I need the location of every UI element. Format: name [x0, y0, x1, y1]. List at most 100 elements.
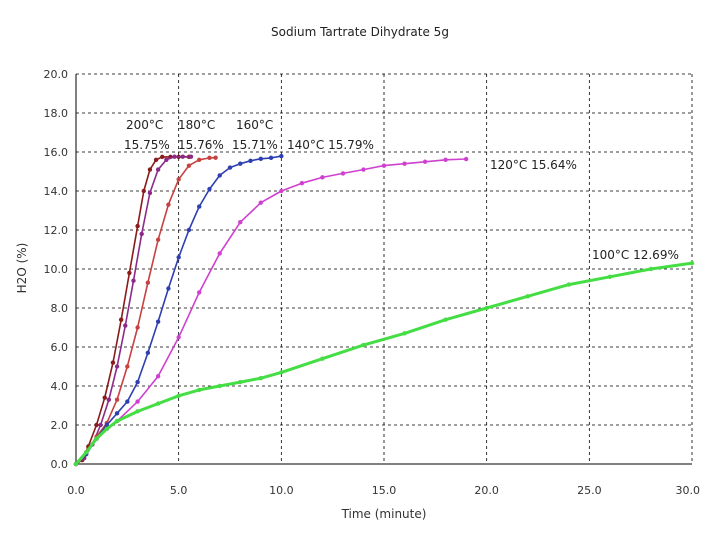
x-tick-label: 25.0: [577, 484, 602, 497]
y-tick-label: 14.0: [44, 185, 69, 198]
data-point-140c: [268, 155, 274, 161]
data-point-100c: [197, 387, 202, 393]
annotation-140c: 140°C 15.79%: [287, 138, 374, 152]
data-point-160c: [125, 364, 130, 369]
data-point-100c: [689, 260, 695, 266]
data-point-100c: [73, 461, 79, 467]
data-point-120c: [340, 171, 346, 176]
chart-title: Sodium Tartrate Dihydrate 5g: [271, 25, 449, 39]
data-point-100c: [648, 266, 654, 272]
data-point-100c: [566, 282, 571, 287]
x-tick-label: 10.0: [269, 484, 294, 497]
annotation-160c-temp: 160°C: [236, 118, 273, 132]
data-point-120c: [238, 220, 243, 225]
data-point-200c: [127, 270, 132, 276]
series-160c: [73, 155, 218, 467]
data-point-100c: [443, 317, 448, 322]
data-point-180c: [131, 278, 136, 283]
data-point-100c: [258, 376, 263, 381]
data-point-180c: [172, 154, 177, 159]
annotations: 200°C 15.75% 180°C 15.76% 160°C 15.71% 1…: [124, 118, 679, 262]
data-point-200c: [94, 422, 99, 428]
series-140c: [73, 153, 284, 467]
data-point-140c: [155, 319, 161, 324]
data-point-120c: [279, 188, 284, 194]
data-point-140c: [176, 255, 181, 260]
data-point-100c: [104, 426, 110, 432]
data-point-100c: [94, 436, 99, 441]
data-point-180c: [98, 422, 103, 428]
data-point-120c: [463, 156, 469, 162]
data-point-180c: [114, 364, 120, 369]
series-line-200c: [75, 156, 189, 465]
axes-layer: [75, 74, 692, 465]
data-point-120c: [381, 163, 387, 168]
data-point-200c: [118, 317, 124, 322]
data-point-120c: [361, 167, 366, 172]
data-point-160c: [135, 325, 140, 330]
annotation-200c-pct: 15.75%: [124, 138, 170, 152]
data-point-100c: [155, 401, 161, 406]
data-point-140c: [217, 173, 222, 178]
data-point-160c: [213, 155, 218, 160]
y-tick-label: 6.0: [51, 341, 69, 354]
data-point-140c: [197, 204, 202, 209]
data-point-200c: [141, 188, 146, 194]
annotation-100c: 100°C 12.69%: [592, 248, 679, 262]
data-point-140c: [145, 350, 151, 356]
annotation-120c: 120°C 15.64%: [490, 158, 577, 172]
data-point-140c: [227, 165, 233, 170]
y-tick-label: 0.0: [51, 458, 69, 471]
data-point-100c: [217, 383, 222, 389]
data-point-160c: [197, 157, 202, 162]
data-point-200c: [153, 157, 159, 162]
y-tick-label: 8.0: [51, 302, 69, 315]
data-point-140c: [279, 153, 284, 159]
y-axis-label: H2O (%): [15, 243, 29, 294]
data-point-180c: [155, 167, 161, 172]
data-point-100c: [607, 274, 613, 279]
data-point-140c: [114, 411, 120, 416]
data-point-180c: [139, 231, 144, 237]
y-tick-label: 10.0: [44, 263, 69, 276]
data-point-160c: [114, 397, 120, 402]
x-tick-label: 20.0: [474, 484, 499, 497]
data-point-180c: [188, 154, 194, 159]
data-point-160c: [145, 280, 151, 285]
data-point-140c: [125, 399, 130, 404]
data-point-120c: [258, 200, 263, 205]
data-point-100c: [402, 331, 407, 336]
data-point-100c: [525, 294, 530, 299]
y-tick-label: 4.0: [51, 380, 69, 393]
y-tick-label: 16.0: [44, 146, 69, 159]
x-tick-label: 15.0: [372, 484, 397, 497]
data-point-100c: [114, 418, 120, 424]
data-point-160c: [166, 202, 171, 207]
x-tick-label: 5.0: [170, 484, 188, 497]
data-point-100c: [484, 305, 489, 311]
data-point-120c: [299, 181, 305, 186]
data-point-120c: [135, 399, 140, 404]
y-tick-label: 20.0: [44, 68, 69, 81]
data-point-200c: [160, 154, 165, 160]
data-point-100c: [361, 342, 366, 348]
data-point-100c: [279, 370, 284, 375]
data-point-100c: [84, 450, 89, 455]
data-point-140c: [135, 379, 140, 385]
annotation-180c-pct: 15.76%: [178, 138, 224, 152]
x-tick-label: 30.0: [676, 484, 701, 497]
data-point-140c: [207, 186, 212, 192]
data-point-120c: [176, 335, 181, 340]
data-point-120c: [402, 161, 407, 166]
data-point-100c: [176, 393, 181, 398]
data-point-120c: [320, 175, 325, 180]
annotation-160c-pct: 15.71%: [232, 138, 278, 152]
data-point-120c: [155, 374, 161, 379]
data-point-200c: [147, 167, 153, 172]
data-point-160c: [155, 237, 161, 242]
data-point-140c: [166, 286, 171, 291]
data-point-160c: [186, 163, 192, 168]
data-point-100c: [135, 409, 140, 414]
